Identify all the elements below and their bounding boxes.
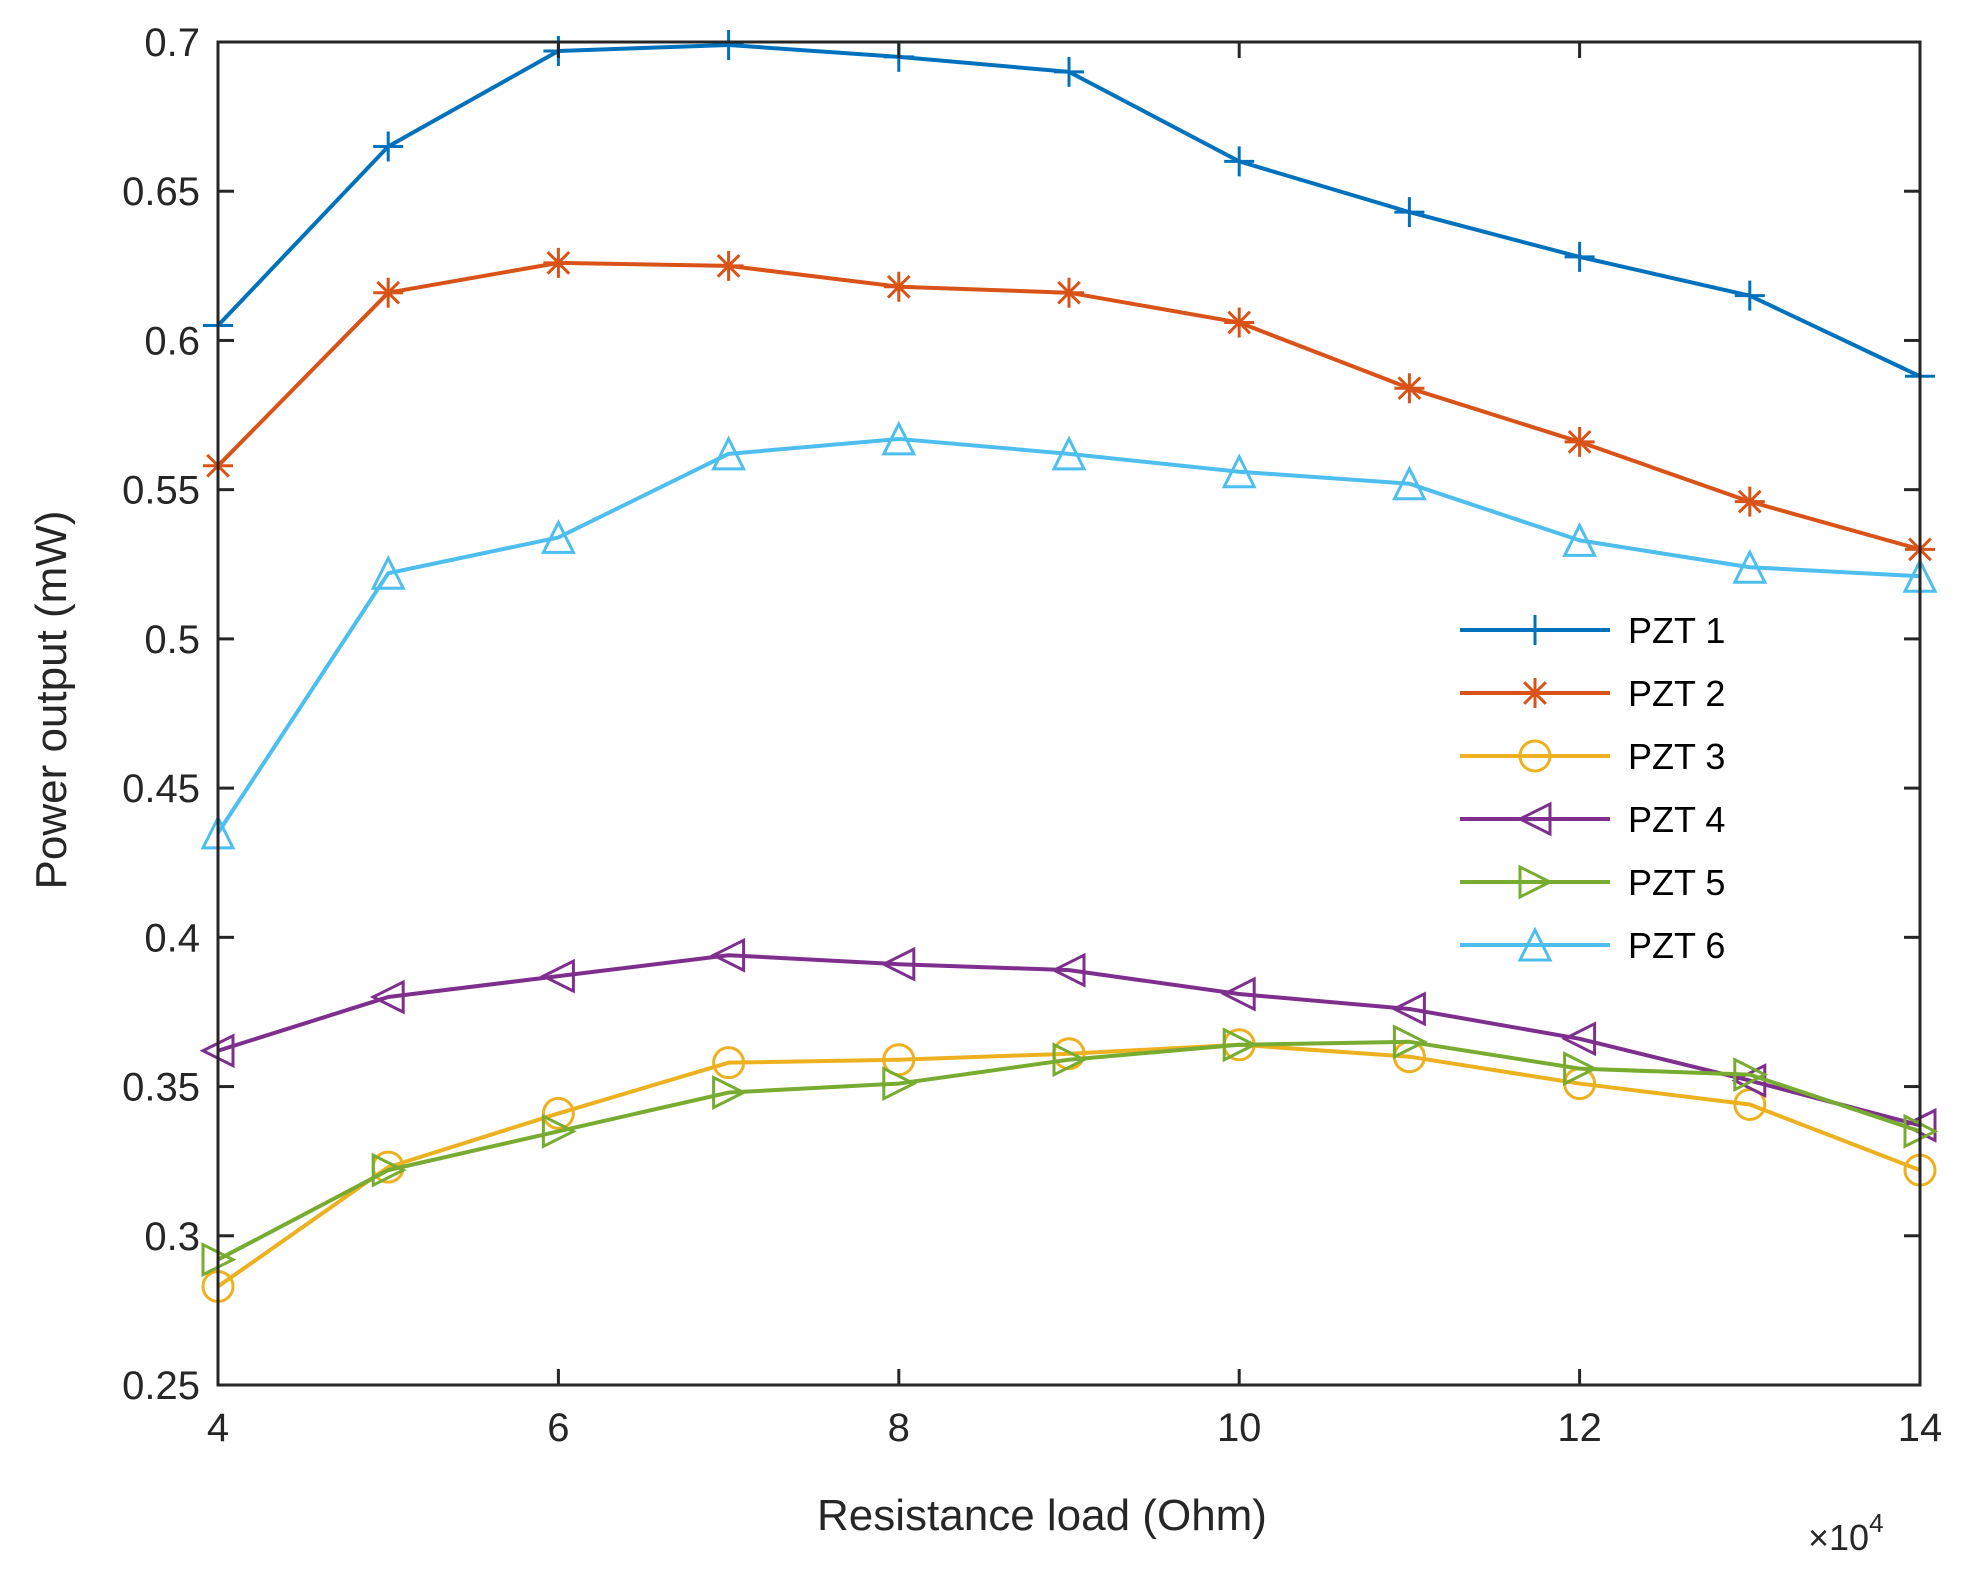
legend-label-pzt-2: PZT 2 xyxy=(1628,673,1725,714)
x-tick-label: 10 xyxy=(1217,1406,1262,1450)
legend-label-pzt-5: PZT 5 xyxy=(1628,862,1725,903)
data-point-pzt-3 xyxy=(541,1096,575,1130)
data-point-pzt-5 xyxy=(712,1075,747,1110)
legend-marker-pzt-1 xyxy=(1520,615,1550,645)
data-point-pzt-1 xyxy=(1734,280,1765,311)
data-point-pzt-1 xyxy=(713,29,744,60)
legend-item-pzt-6: PZT 6 xyxy=(1460,925,1725,966)
data-point-pzt-2 xyxy=(1564,426,1595,457)
data-point-pzt-2 xyxy=(1224,307,1255,338)
y-tick-label: 0.5 xyxy=(144,618,200,662)
data-point-pzt-5 xyxy=(1563,1051,1598,1087)
y-tick-label: 0.55 xyxy=(122,469,200,513)
x-axis-multiplier: ×104 xyxy=(1808,1508,1884,1558)
data-point-pzt-4 xyxy=(369,979,405,1015)
y-tick-label: 0.4 xyxy=(144,916,200,960)
data-point-pzt-5 xyxy=(541,1113,577,1149)
y-tick-label: 0.65 xyxy=(122,170,200,214)
legend-marker-pzt-5 xyxy=(1518,864,1554,900)
data-point-pzt-1 xyxy=(1224,146,1255,177)
data-point-pzt-4 xyxy=(540,958,575,994)
legend-label-pzt-4: PZT 4 xyxy=(1628,799,1725,840)
data-point-pzt-5 xyxy=(1052,1042,1088,1078)
x-tick-label: 12 xyxy=(1557,1406,1602,1450)
legend-label-pzt-6: PZT 6 xyxy=(1628,925,1725,966)
data-point-pzt-2 xyxy=(373,277,404,308)
y-tick-label: 0.3 xyxy=(144,1215,200,1259)
data-point-pzt-6 xyxy=(1221,453,1257,489)
data-point-pzt-1 xyxy=(1054,56,1084,87)
data-point-pzt-6 xyxy=(881,420,917,456)
x-tick-label: 14 xyxy=(1898,1406,1943,1450)
data-point-pzt-6 xyxy=(1732,548,1768,584)
data-point-pzt-6 xyxy=(1051,435,1087,471)
data-point-pzt-5 xyxy=(1222,1027,1258,1063)
y-axis-title: Power output (mW) xyxy=(27,511,76,890)
y-tick-label: 0.45 xyxy=(122,767,200,811)
data-point-pzt-6 xyxy=(370,554,406,590)
legend-item-pzt-5: PZT 5 xyxy=(1460,862,1725,903)
y-tick-label: 0.6 xyxy=(144,319,200,363)
data-point-pzt-5 xyxy=(1733,1057,1769,1093)
axes-layer: 4 6 8 10 12 14 0.25 0.3 0.35 0.4 0.45 0.5 0.55 0.6 0.6… xyxy=(122,21,1942,1450)
series-line-pzt-5 xyxy=(217,1039,1921,1262)
legend-item-pzt-4: PZT 4 xyxy=(1460,799,1725,840)
data-point-pzt-1 xyxy=(373,131,404,162)
series-line-pzt-6 xyxy=(216,436,1921,834)
y-tick-label: 0.35 xyxy=(122,1066,200,1110)
data-point-pzt-4 xyxy=(710,937,746,973)
legend-marker-pzt-6 xyxy=(1517,926,1553,962)
legend-marker-pzt-2 xyxy=(1520,678,1550,708)
data-point-pzt-4 xyxy=(1561,1021,1597,1057)
series-line-pzt-4 xyxy=(217,953,1921,1128)
data-point-pzt-6 xyxy=(540,519,576,554)
series-pzt-6 xyxy=(200,420,1938,850)
data-point-pzt-4 xyxy=(1050,952,1086,988)
data-point-pzt-2 xyxy=(1394,373,1425,404)
legend-label-pzt-1: PZT 1 xyxy=(1628,610,1725,651)
data-point-pzt-2 xyxy=(1054,277,1084,308)
x-tick-label: 8 xyxy=(888,1406,910,1450)
data-point-pzt-2 xyxy=(883,271,914,302)
axes-box xyxy=(216,40,1922,1387)
data-point-pzt-3 xyxy=(712,1046,746,1080)
data-point-pzt-6 xyxy=(1391,465,1427,501)
x-axis-multiplier-base: ×10 xyxy=(1808,1517,1869,1558)
legend-item-pzt-2: PZT 2 xyxy=(1460,673,1725,714)
legend: PZT 1 PZT 2 PZT 3 PZT 4 PZT 5 PZT 6 xyxy=(1460,610,1725,966)
data-point-pzt-4 xyxy=(1220,976,1256,1012)
data-point-pzt-5 xyxy=(371,1152,407,1188)
y-tick-label: 0.25 xyxy=(122,1364,200,1408)
y-tick-label: 0.7 xyxy=(144,21,200,65)
data-point-pzt-1 xyxy=(1564,241,1595,272)
data-point-pzt-6 xyxy=(711,435,747,471)
x-axis-multiplier-exponent: 4 xyxy=(1869,1508,1883,1538)
legend-item-pzt-3: PZT 3 xyxy=(1460,736,1725,777)
x-tick-label: 4 xyxy=(207,1406,229,1450)
data-point-pzt-2 xyxy=(713,250,744,281)
data-point-pzt-5 xyxy=(1392,1024,1428,1060)
legend-marker-pzt-3 xyxy=(1518,739,1552,773)
data-point-pzt-1 xyxy=(1394,197,1425,228)
data-point-pzt-4 xyxy=(1391,991,1426,1027)
x-tick-label: 6 xyxy=(547,1406,569,1450)
data-point-pzt-2 xyxy=(1734,486,1765,517)
data-point-pzt-6 xyxy=(1562,522,1598,557)
legend-label-pzt-3: PZT 3 xyxy=(1628,736,1725,777)
data-point-pzt-5 xyxy=(882,1066,918,1101)
legend-marker-pzt-4 xyxy=(1516,801,1552,837)
legend-item-pzt-1: PZT 1 xyxy=(1460,610,1725,651)
x-axis-title: Resistance load (Ohm) xyxy=(817,1491,1267,1540)
data-point-pzt-4 xyxy=(880,946,916,982)
data-point-pzt-2 xyxy=(543,247,574,278)
